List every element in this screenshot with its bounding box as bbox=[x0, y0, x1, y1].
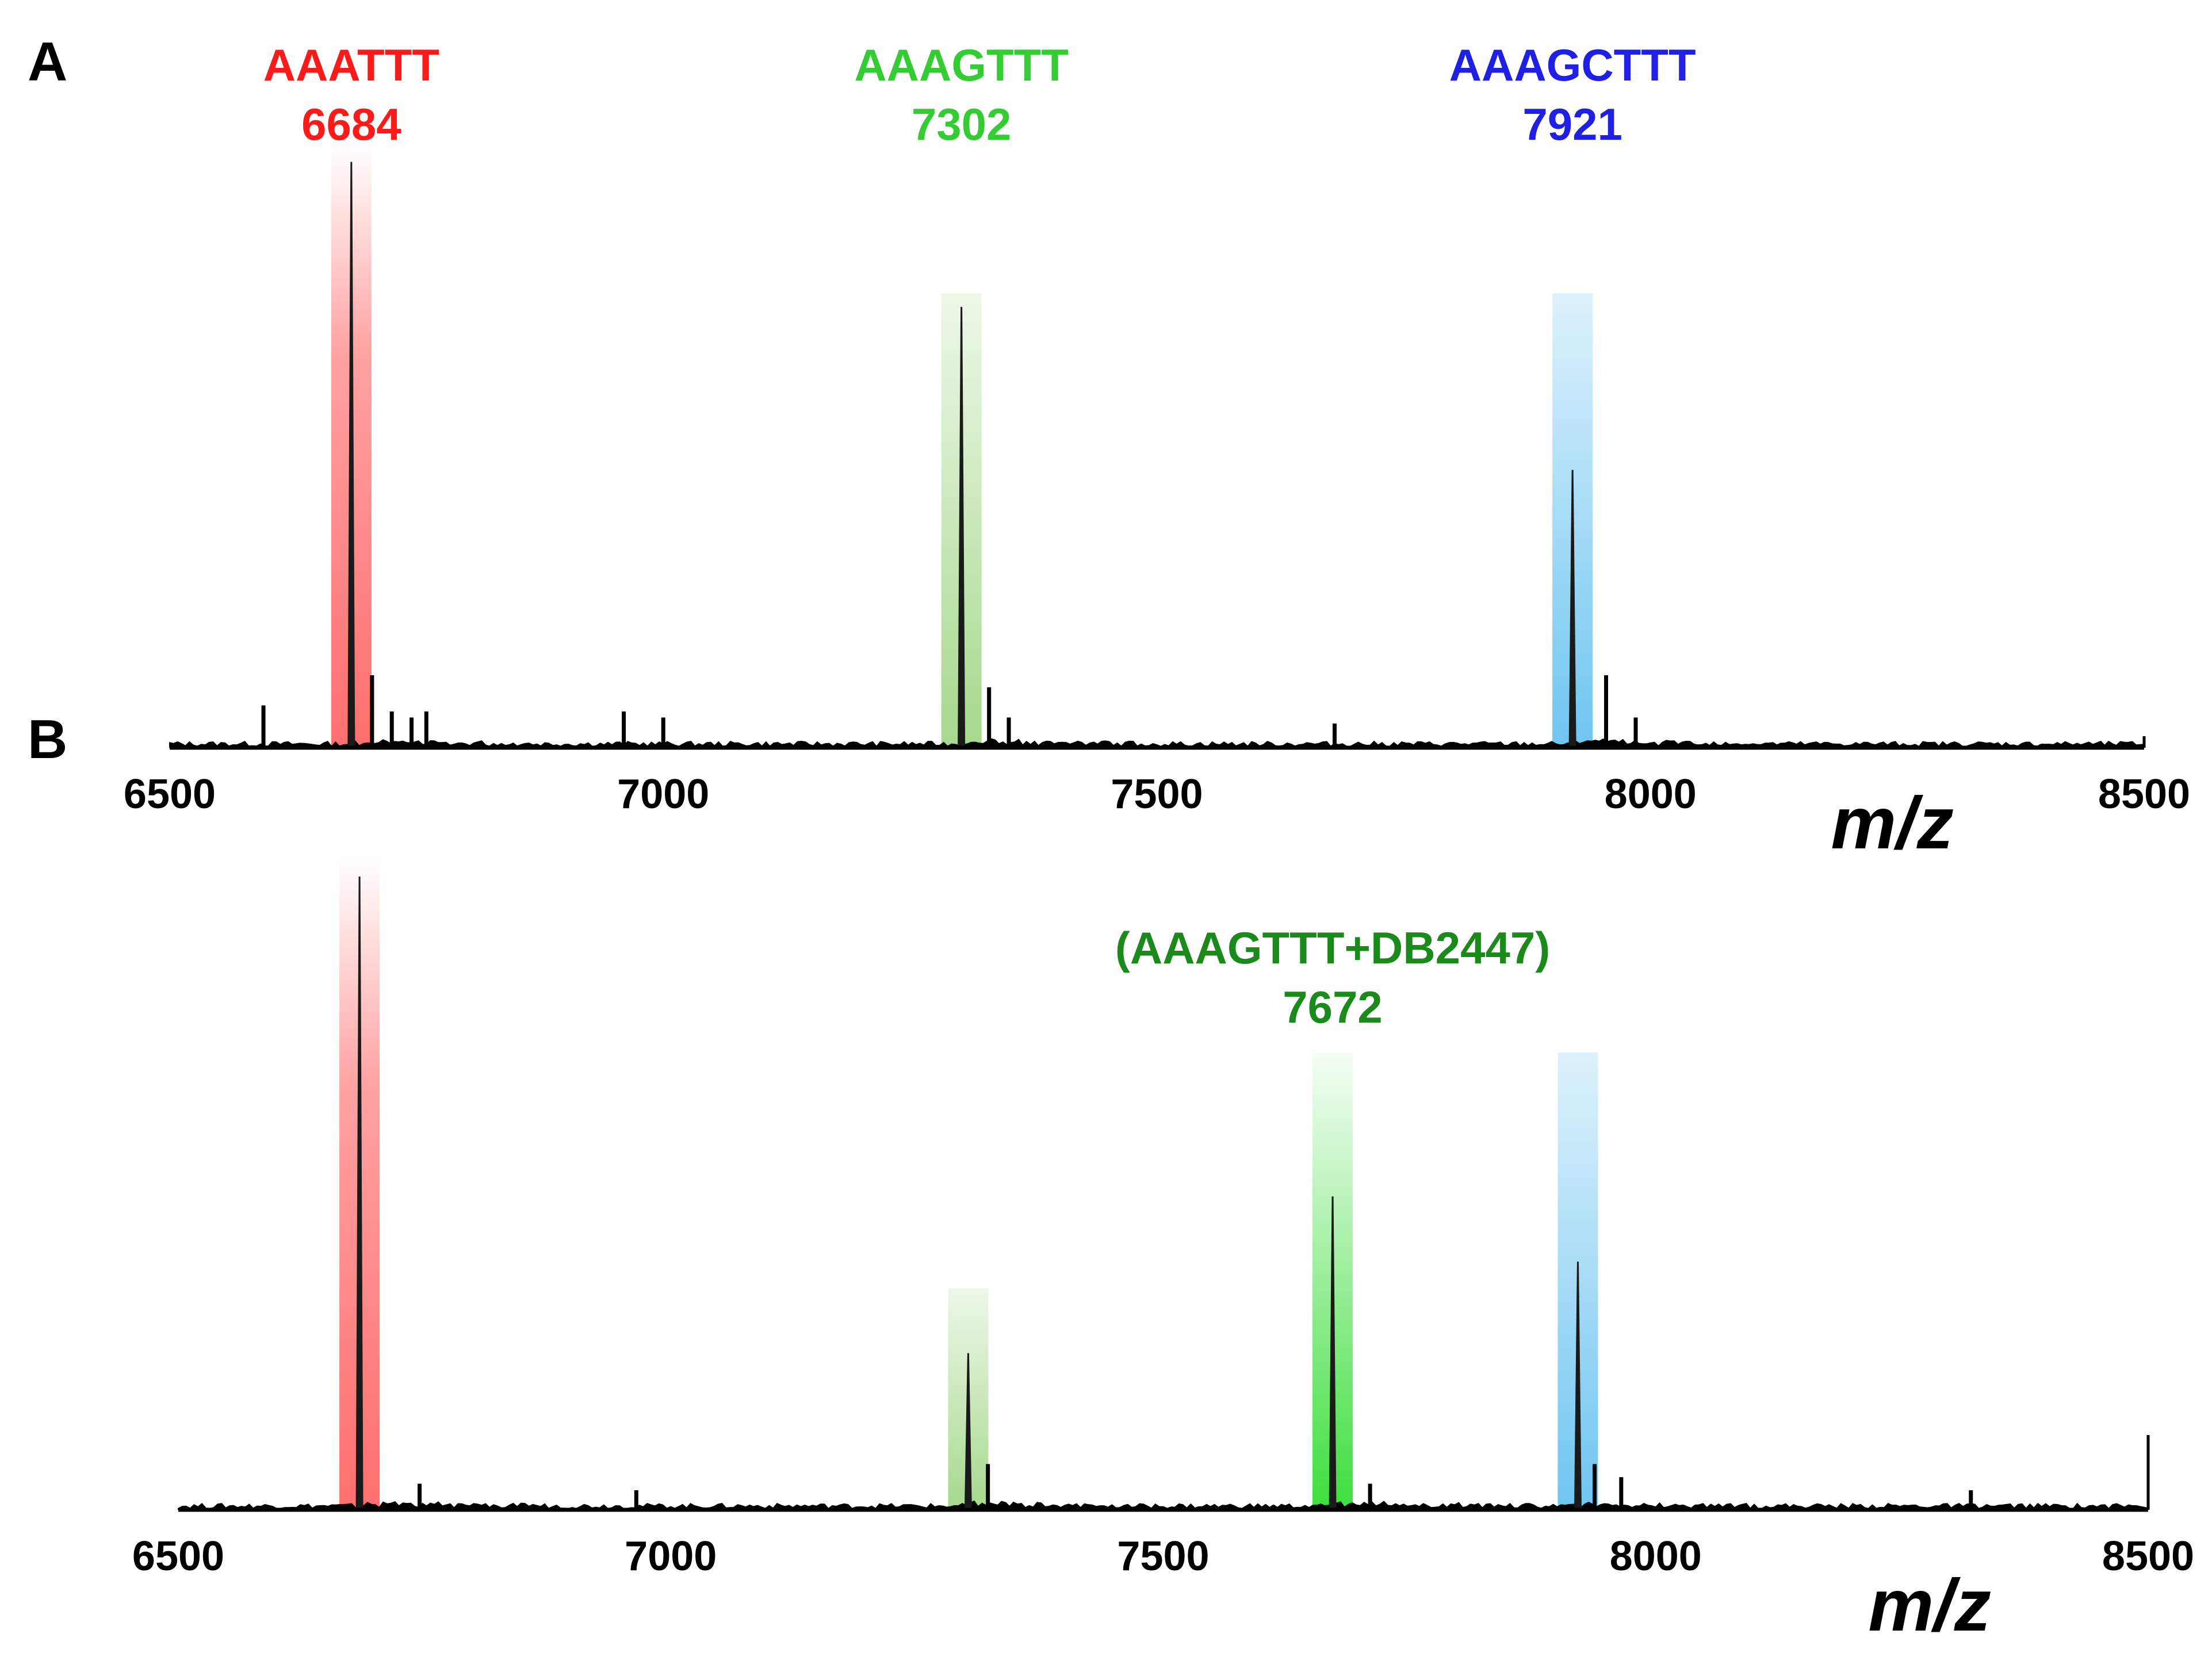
panel-b-spectrum: 6500 7000 7500 8000 8500 m/z (AAAGTTT+DB2447) 7… bbox=[132, 857, 2194, 1647]
panel-a-tick-label-6500: 6500 bbox=[124, 771, 216, 817]
panel-b-axis-title: m/z bbox=[1868, 1564, 1991, 1647]
panel-b-tick-label-6500: 6500 bbox=[132, 1533, 224, 1579]
panel-label-a: A bbox=[28, 31, 67, 93]
panel-a-tick-label-7500: 7500 bbox=[1111, 771, 1203, 817]
panel-b-tick-label-8000: 8000 bbox=[1610, 1533, 1702, 1579]
panel-a-tick-label-7000: 7000 bbox=[617, 771, 709, 817]
panel-b-tick-label-7500: 7500 bbox=[1117, 1533, 1209, 1579]
panel-a-tick-label-8500: 8500 bbox=[2098, 771, 2190, 817]
panel-label-b: B bbox=[28, 709, 67, 770]
panel-a-annotation-value-7302: 7302 bbox=[912, 99, 1012, 150]
panel-a-annotation-label-7921: AAAGCTTT bbox=[1449, 40, 1696, 90]
panel-a-annotation-value-7921: 7921 bbox=[1522, 99, 1622, 150]
panel-b-baseline-trace bbox=[178, 1500, 2149, 1510]
panel-b-annotation-label-7672: (AAAGTTT+DB2447) bbox=[1115, 923, 1550, 973]
panel-a-annotation-label-6684: AAATTT bbox=[263, 40, 439, 90]
panel-b-tick-label-7000: 7000 bbox=[625, 1533, 717, 1579]
panel-a-spectrum: 6500 7000 7500 8000 8500 m/z AAATTT 6684 AAAGTTT… bbox=[124, 40, 2190, 864]
panel-a-annotation-value-6684: 6684 bbox=[301, 99, 401, 150]
panel-b-annotation-value-7672: 7672 bbox=[1283, 982, 1383, 1032]
panel-a-annotation-label-7302: AAAGTTT bbox=[854, 40, 1069, 90]
panel-a-tick-label-8000: 8000 bbox=[1605, 771, 1697, 817]
panel-a-axis-title: m/z bbox=[1831, 782, 1953, 864]
panel-b-tick-label-8500: 8500 bbox=[2102, 1533, 2194, 1579]
